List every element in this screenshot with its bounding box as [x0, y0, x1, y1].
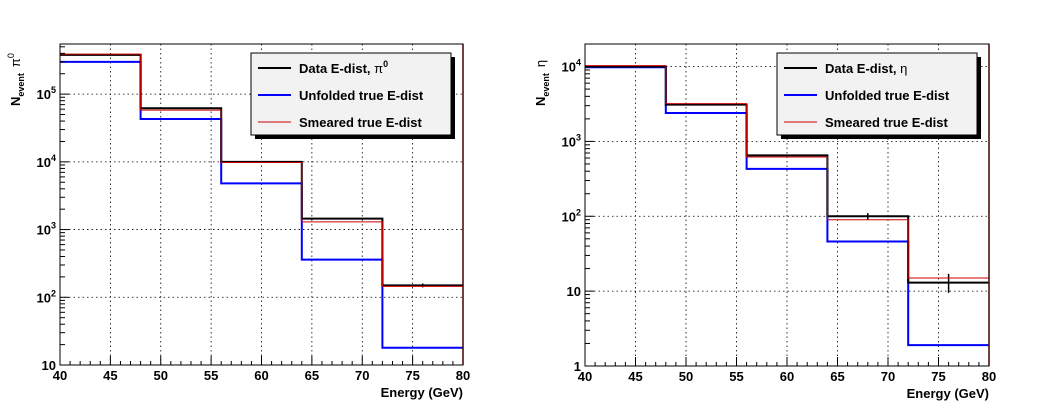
legend: Data E-dist, π0 Unfolded true E-dist Smear…	[250, 52, 455, 139]
y-tick-base: 10	[37, 155, 51, 170]
legend-label-0: Data E-dist, η	[825, 61, 907, 76]
x-tick-label: 45	[103, 368, 117, 383]
y-axis-title: Nevent η	[533, 60, 551, 106]
x-tick-label: 80	[456, 368, 470, 383]
y-tick-label: 104	[562, 58, 581, 75]
legend-label-2: Smeared true E-dist	[299, 115, 422, 130]
legend-label-text: Smeared true E-dist	[299, 115, 422, 130]
y-tick-base: 10	[562, 60, 576, 75]
x-axis-title: Energy (GeV)	[381, 385, 463, 400]
legend: Data E-dist, η Unfolded true E-dist Smeare…	[776, 52, 981, 139]
y-tick-base: 10	[37, 223, 51, 238]
x-tick-label: 80	[982, 369, 996, 384]
x-tick-label: 50	[154, 368, 168, 383]
y-axis-title-particle: η	[533, 60, 548, 67]
x-tick-label: 40	[578, 369, 592, 384]
x-tick-label: 60	[780, 369, 794, 384]
x-tick-label: 55	[729, 369, 743, 384]
y-tick-exponent: 5	[51, 85, 56, 95]
y-tick-label: 103	[37, 221, 56, 238]
y-tick-exponent: 3	[576, 132, 581, 142]
legend-label-2: Smeared true E-dist	[825, 115, 948, 130]
y-tick-label: 105	[37, 85, 56, 102]
legend-label-0: Data E-dist, π0	[299, 59, 388, 76]
x-tick-label: 70	[881, 369, 895, 384]
y-tick-label: 10	[567, 284, 581, 299]
y-tick-exponent: 4	[51, 153, 56, 163]
legend-label-symbol: π	[374, 61, 383, 76]
y-axis-title-main: N	[8, 97, 23, 106]
y-tick-base: 10	[567, 284, 581, 299]
legend-label-symbol: η	[900, 61, 907, 76]
x-tick-label: 65	[830, 369, 844, 384]
y-axis-title: Nevent π0	[6, 53, 26, 106]
series-line-2	[585, 65, 989, 279]
y-axis-title-particle-sup: 0	[6, 53, 16, 58]
x-axis-title: Energy (GeV)	[907, 386, 989, 401]
legend-label-text: Smeared true E-dist	[825, 115, 948, 130]
x-tick-label: 75	[405, 368, 419, 383]
svg-text:Neventπ0: Nevent π0	[6, 53, 26, 106]
y-axis-title-particle: π	[8, 58, 23, 67]
series-line-2	[60, 53, 463, 287]
legend-label-text: Data E-dist,	[825, 61, 900, 76]
y-tick-base: 10	[37, 87, 51, 102]
legend-label-text: Unfolded true E-dist	[299, 88, 424, 103]
x-tick-label: 45	[628, 369, 642, 384]
y-tick-label: 104	[37, 153, 56, 170]
y-tick-base: 10	[562, 209, 576, 224]
y-tick-label: 102	[562, 207, 581, 224]
legend-label-sup: 0	[383, 59, 388, 69]
x-tick-label: 40	[53, 368, 67, 383]
y-axis-title-sub: event	[16, 73, 26, 97]
x-tick-label: 50	[679, 369, 693, 384]
y-tick-base: 1	[574, 359, 581, 374]
y-axis-title-main: N	[533, 97, 548, 106]
x-tick-label: 70	[355, 368, 369, 383]
y-tick-exponent: 3	[51, 221, 56, 231]
legend-label-1: Unfolded true E-dist	[299, 88, 424, 103]
legend-label-1: Unfolded true E-dist	[825, 88, 950, 103]
y-tick-base: 10	[42, 358, 56, 373]
legend-label-text: Unfolded true E-dist	[825, 88, 950, 103]
y-tick-exponent: 4	[576, 58, 581, 68]
y-tick-label: 103	[562, 132, 581, 149]
legend-label-text: Data E-dist,	[299, 61, 374, 76]
y-tick-base: 10	[37, 290, 51, 305]
y-tick-exponent: 2	[51, 288, 56, 298]
y-tick-base: 10	[562, 134, 576, 149]
y-tick-label: 1	[574, 359, 581, 374]
x-tick-label: 55	[204, 368, 218, 383]
x-tick-label: 75	[931, 369, 945, 384]
x-tick-label: 60	[254, 368, 268, 383]
y-tick-label: 10	[42, 358, 56, 373]
svg-text:Neventη: Nevent η	[533, 60, 551, 106]
y-axis-title-sub: event	[541, 73, 551, 97]
y-tick-exponent: 2	[576, 207, 581, 217]
x-tick-label: 65	[305, 368, 319, 383]
y-tick-label: 102	[37, 288, 56, 305]
